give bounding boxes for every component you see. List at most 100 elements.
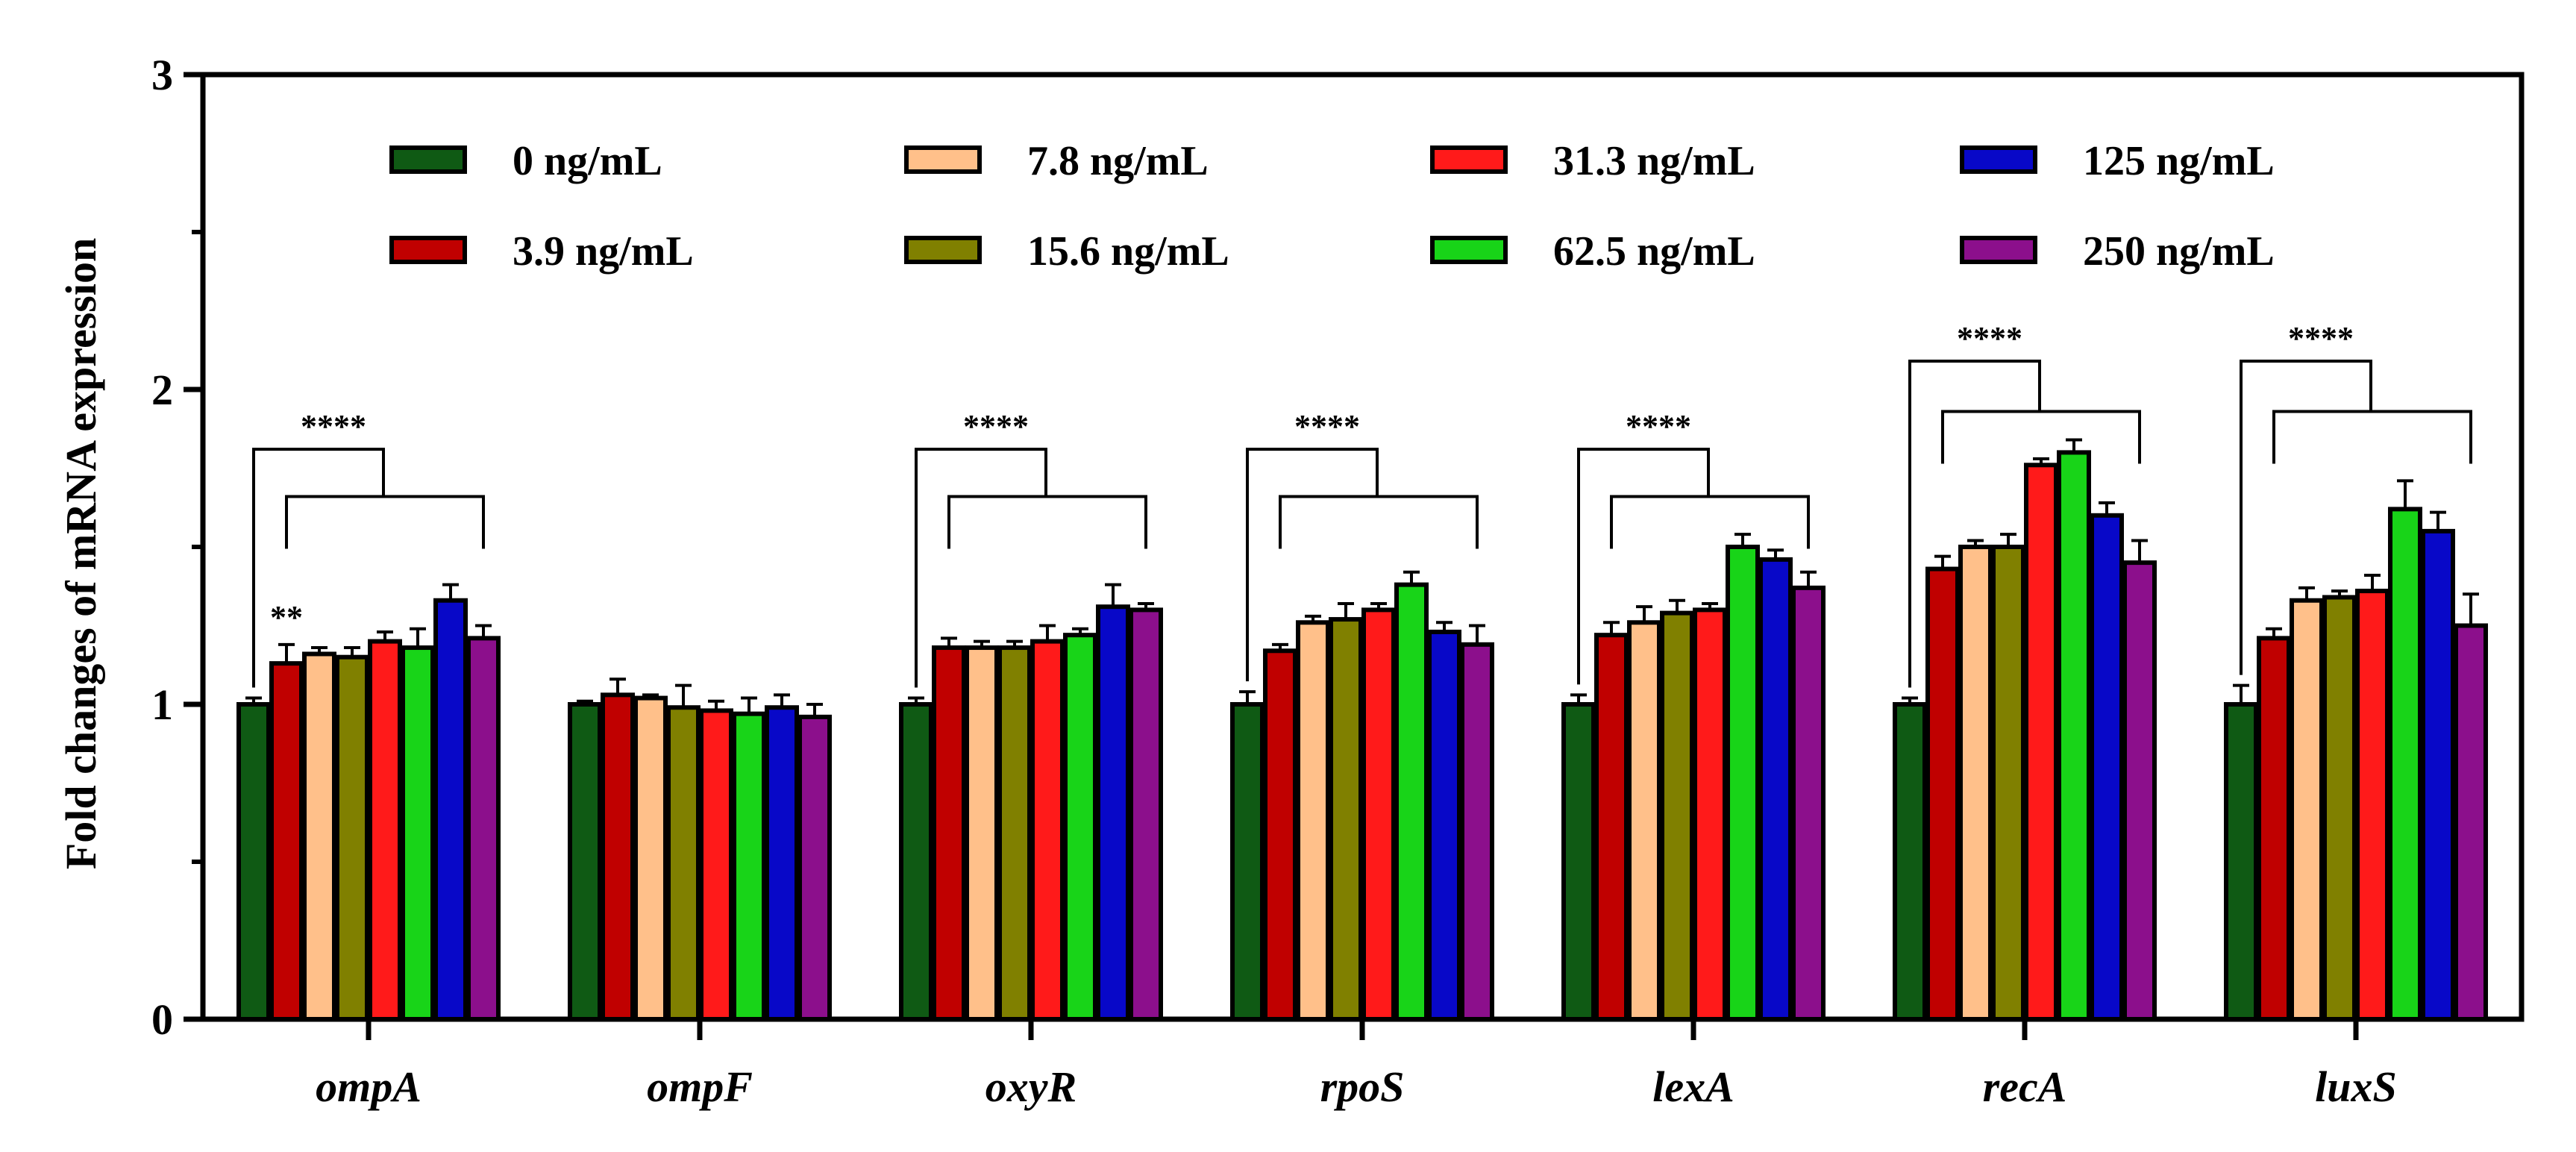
x-tick-label-rpoS: rpoS	[1320, 1062, 1405, 1111]
bar-ompA-5	[401, 645, 435, 1021]
bar-rpoS-1	[1263, 648, 1297, 1021]
x-tick-label-recA: recA	[1983, 1062, 2067, 1111]
bar-ompA-1	[269, 661, 304, 1021]
significance-bracket-luxS	[2240, 360, 2472, 675]
bar-ompA-3	[335, 654, 369, 1021]
bar-oxyR-6	[1096, 604, 1130, 1021]
significance-label-luxS: ****	[2288, 320, 2354, 357]
bar-recA-4	[2024, 463, 2058, 1021]
bar-recA-3	[1991, 545, 2025, 1021]
legend-label-1: 3.9 ng/mL	[513, 228, 694, 275]
bar-ompA-4	[368, 639, 402, 1021]
legend-label-0: 0 ng/mL	[513, 138, 662, 184]
bar-luxS-3	[2322, 595, 2357, 1021]
bar-recA-2	[1958, 545, 1993, 1021]
bar-oxyR-0	[899, 702, 933, 1021]
bar-ompF-7	[797, 714, 832, 1021]
y-tick-label: 1	[151, 680, 173, 729]
bar-rpoS-6	[1427, 629, 1461, 1021]
bar-recA-6	[2090, 513, 2124, 1021]
significance-label-ompA-1: **	[270, 599, 303, 636]
x-tick-label-lexA: lexA	[1652, 1062, 1734, 1111]
bar-oxyR-1	[932, 645, 966, 1021]
bar-luxS-6	[2421, 528, 2455, 1021]
significance-bracket-lexA	[1577, 448, 1810, 685]
bar-recA-5	[2057, 450, 2091, 1021]
significance-bracket-oxyR	[915, 448, 1147, 688]
annotations-layer: ********** **** ******** ****	[252, 320, 2472, 688]
significance-bracket-rpoS	[1246, 448, 1479, 682]
bar-rpoS-3	[1329, 617, 1363, 1021]
bar-lexA-5	[1726, 545, 1760, 1021]
significance-label-ompA: ****	[301, 408, 366, 445]
bar-ompF-1	[601, 692, 635, 1022]
bar-lexA-6	[1758, 557, 1793, 1021]
bar-rpoS-7	[1460, 642, 1494, 1021]
bar-ompF-0	[568, 702, 602, 1021]
bar-recA-1	[1925, 566, 1960, 1021]
bar-ompA-6	[433, 598, 468, 1021]
bar-luxS-1	[2257, 636, 2291, 1021]
bar-lexA-7	[1791, 585, 1826, 1021]
bar-oxyR-5	[1063, 633, 1097, 1021]
bar-lexA-4	[1693, 607, 1727, 1021]
bar-oxyR-7	[1129, 607, 1163, 1021]
legend-swatch-4	[1430, 145, 1508, 174]
bar-ompF-5	[732, 711, 766, 1021]
bar-ompA-2	[302, 651, 336, 1021]
bar-oxyR-3	[997, 645, 1032, 1021]
legend-label-6: 125 ng/mL	[2083, 138, 2275, 184]
legend-label-2: 7.8 ng/mL	[1027, 138, 1209, 184]
y-tick-label: 3	[151, 51, 173, 99]
bar-luxS-5	[2388, 507, 2422, 1021]
bar-recA-0	[1893, 702, 1927, 1021]
y-tick-label: 0	[151, 995, 173, 1044]
bar-rpoS-5	[1394, 582, 1429, 1021]
x-tick-label-ompA: ompA	[316, 1062, 422, 1111]
bar-luxS-2	[2290, 598, 2324, 1021]
legend-swatch-7	[1960, 236, 2037, 264]
bar-luxS-4	[2355, 589, 2389, 1021]
bar-lexA-2	[1627, 620, 1661, 1021]
significance-label-recA: ****	[1957, 320, 2022, 357]
bar-ompF-2	[633, 695, 668, 1021]
bar-ompA-0	[236, 702, 271, 1021]
legend-label-5: 62.5 ng/mL	[1553, 228, 1755, 275]
bar-ompA-7	[466, 636, 501, 1021]
x-tick-label-oxyR: oxyR	[985, 1062, 1077, 1111]
bar-ompF-4	[699, 708, 733, 1021]
significance-bracket-recA	[1908, 360, 2141, 688]
x-tick-label-ompF: ompF	[647, 1062, 753, 1111]
legend-label-3: 15.6 ng/mL	[1027, 228, 1229, 275]
significance-label-rpoS: ****	[1294, 408, 1360, 445]
bar-rpoS-4	[1361, 607, 1396, 1021]
bar-lexA-1	[1594, 633, 1629, 1021]
bar-luxS-7	[2454, 623, 2488, 1021]
bar-rpoS-0	[1230, 702, 1265, 1021]
legend: 0 ng/mL 3.9 ng/mL 7.8 ng/mL 15.6 ng/mL 31.3 …	[389, 138, 2275, 275]
legend-swatch-6	[1960, 145, 2037, 174]
legend-swatch-0	[389, 145, 467, 174]
bar-ompF-3	[666, 705, 701, 1021]
legend-swatch-1	[389, 236, 467, 264]
bar-oxyR-2	[965, 645, 999, 1021]
bars-layer	[236, 438, 2488, 1022]
significance-label-oxyR: ****	[963, 408, 1029, 445]
significance-bracket-ompA	[252, 448, 485, 688]
bar-lexA-3	[1660, 610, 1694, 1021]
significance-label-lexA: ****	[1626, 408, 1691, 445]
y-axis-title: Fold changes of mRNA expression	[57, 238, 105, 869]
legend-label-7: 250 ng/mL	[2083, 228, 2275, 275]
legend-swatch-5	[1430, 236, 1508, 264]
bar-oxyR-4	[1030, 639, 1065, 1021]
bar-luxS-0	[2224, 702, 2258, 1021]
x-tick-label-luxS: luxS	[2315, 1062, 2397, 1111]
legend-label-4: 31.3 ng/mL	[1553, 138, 1755, 184]
legend-swatch-2	[904, 145, 982, 174]
bar-rpoS-2	[1296, 620, 1330, 1021]
bar-recA-7	[2122, 560, 2157, 1021]
bar-lexA-0	[1561, 702, 1596, 1021]
legend-swatch-3	[904, 236, 982, 264]
y-tick-label: 2	[151, 366, 173, 414]
